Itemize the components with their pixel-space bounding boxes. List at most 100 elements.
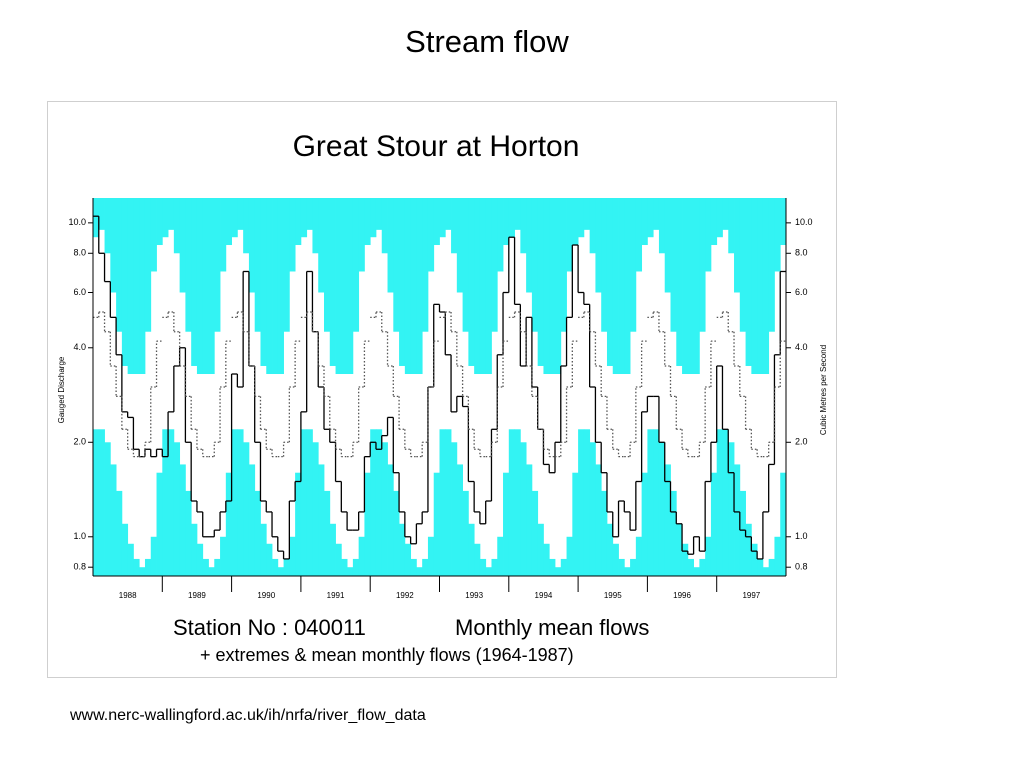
min-extreme bbox=[329, 523, 336, 576]
max-extreme bbox=[416, 198, 423, 375]
min-extreme bbox=[676, 523, 683, 576]
min-extreme bbox=[526, 464, 533, 576]
y-tick-label: 2.0 bbox=[73, 437, 86, 447]
max-extreme bbox=[225, 198, 232, 246]
max-extreme bbox=[173, 198, 181, 254]
max-extreme bbox=[601, 198, 608, 332]
max-extreme bbox=[549, 198, 556, 375]
slide-title: Stream flow bbox=[405, 24, 569, 59]
min-extreme bbox=[624, 567, 631, 576]
min-extreme bbox=[318, 464, 325, 576]
max-extreme bbox=[705, 198, 712, 272]
max-extreme bbox=[231, 198, 238, 238]
x-tick-label: 1990 bbox=[257, 591, 275, 600]
max-extreme bbox=[410, 198, 417, 375]
max-extreme bbox=[404, 198, 412, 375]
min-extreme bbox=[300, 429, 308, 576]
min-extreme bbox=[277, 567, 284, 576]
min-extreme bbox=[578, 429, 585, 576]
max-extreme bbox=[612, 198, 619, 375]
y-tick-label: 0.8 bbox=[73, 562, 86, 572]
min-extreme bbox=[739, 490, 746, 576]
min-extreme bbox=[162, 429, 169, 576]
max-extreme bbox=[335, 198, 342, 375]
min-extreme bbox=[768, 558, 775, 576]
max-extreme bbox=[318, 198, 325, 293]
max-extreme bbox=[324, 198, 331, 332]
max-extreme bbox=[168, 198, 175, 230]
min-extreme bbox=[393, 490, 400, 576]
max-extreme bbox=[300, 198, 308, 238]
y2-axis-label: Cubic Metres per Second bbox=[819, 345, 828, 435]
min-extreme bbox=[364, 472, 371, 576]
min-extreme bbox=[606, 523, 614, 576]
max-extreme bbox=[312, 198, 319, 254]
max-extreme bbox=[220, 198, 227, 272]
min-extreme bbox=[381, 442, 388, 576]
max-extreme bbox=[578, 198, 585, 238]
min-extreme bbox=[439, 429, 446, 576]
min-extreme bbox=[497, 536, 504, 576]
y-tick-label: 6.0 bbox=[73, 287, 86, 297]
max-extreme bbox=[537, 198, 544, 366]
min-extreme bbox=[647, 429, 654, 576]
max-extreme bbox=[456, 198, 463, 293]
x-tick-label: 1995 bbox=[604, 591, 622, 600]
max-extreme bbox=[739, 198, 746, 332]
max-extreme bbox=[514, 198, 521, 230]
min-extreme bbox=[560, 558, 567, 576]
max-extreme bbox=[745, 198, 752, 366]
chart-subtitle: Monthly mean flows bbox=[455, 615, 649, 640]
min-extreme bbox=[243, 442, 250, 576]
min-extreme bbox=[710, 472, 718, 576]
min-extreme bbox=[451, 442, 458, 576]
min-extreme bbox=[283, 558, 290, 576]
max-extreme bbox=[670, 198, 677, 332]
min-extreme bbox=[422, 558, 429, 576]
max-extreme bbox=[254, 198, 261, 332]
min-extreme bbox=[93, 429, 100, 576]
min-extreme bbox=[722, 429, 729, 576]
max-extreme bbox=[641, 198, 648, 246]
min-extreme bbox=[191, 523, 198, 576]
min-extreme bbox=[341, 558, 348, 576]
max-extreme bbox=[658, 198, 666, 254]
max-extreme bbox=[347, 198, 354, 375]
min-extreme bbox=[208, 567, 215, 576]
max-extreme bbox=[104, 198, 111, 254]
max-extreme bbox=[185, 198, 192, 332]
max-extreme bbox=[762, 198, 770, 375]
y2-tick-label: 2.0 bbox=[795, 437, 808, 447]
min-extreme bbox=[537, 523, 544, 576]
y-tick-label: 10.0 bbox=[68, 217, 86, 227]
min-extreme bbox=[225, 472, 232, 576]
max-extreme bbox=[341, 198, 348, 375]
min-extreme bbox=[370, 429, 377, 576]
max-extreme bbox=[768, 198, 775, 332]
y2-tick-label: 6.0 bbox=[795, 287, 808, 297]
min-extreme bbox=[543, 543, 550, 576]
annotation: + extremes & mean monthly flows (1964-19… bbox=[200, 645, 574, 665]
max-extreme bbox=[491, 198, 498, 332]
min-extreme bbox=[427, 536, 435, 576]
max-extreme bbox=[520, 198, 527, 254]
max-extreme bbox=[531, 198, 539, 332]
min-extreme bbox=[699, 558, 706, 576]
min-extreme bbox=[751, 543, 758, 576]
max-extreme bbox=[156, 198, 163, 246]
min-extreme bbox=[653, 429, 660, 576]
min-extreme bbox=[179, 464, 186, 576]
min-extreme bbox=[612, 543, 619, 576]
min-extreme bbox=[479, 558, 487, 576]
max-extreme bbox=[139, 198, 146, 375]
max-extreme bbox=[393, 198, 400, 332]
min-extreme bbox=[595, 464, 602, 576]
max-extreme bbox=[162, 198, 169, 238]
max-extreme bbox=[248, 198, 256, 293]
max-extreme bbox=[682, 198, 689, 375]
max-extreme bbox=[445, 198, 452, 230]
y-tick-label: 4.0 bbox=[73, 342, 86, 352]
min-extreme bbox=[728, 442, 735, 576]
max-extreme bbox=[381, 198, 388, 254]
max-extreme bbox=[208, 198, 215, 375]
